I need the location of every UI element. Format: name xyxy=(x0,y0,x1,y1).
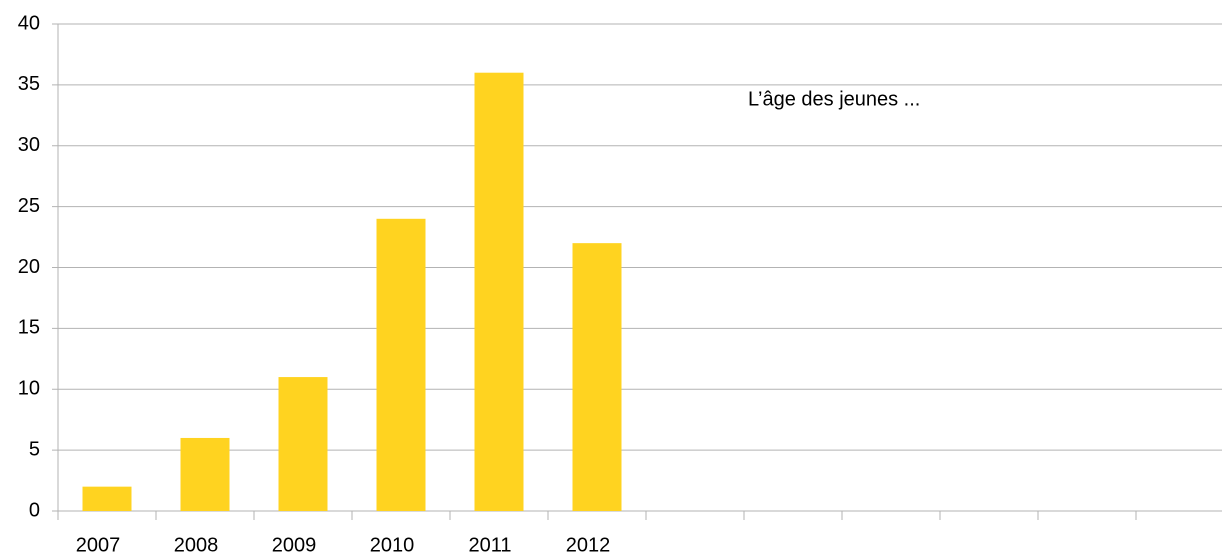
y-tick-label: 30 xyxy=(18,134,40,156)
y-tick-label: 25 xyxy=(18,195,40,217)
x-tick-label: 2007 xyxy=(76,534,121,556)
y-tick-label: 15 xyxy=(18,317,40,339)
x-tick-label: 2008 xyxy=(174,534,219,556)
bar xyxy=(278,377,328,511)
y-tick-label: 35 xyxy=(18,73,40,95)
y-tick-label: 5 xyxy=(29,438,40,460)
bar xyxy=(82,486,132,511)
x-tick-label: 2012 xyxy=(566,534,611,556)
bar xyxy=(376,218,426,512)
bar xyxy=(180,437,230,511)
bar xyxy=(572,243,622,511)
y-tick-label: 10 xyxy=(18,378,40,400)
y-tick-label: 20 xyxy=(18,256,40,278)
bar xyxy=(474,72,524,511)
x-tick-label: 2011 xyxy=(468,534,511,556)
y-tick-label: 0 xyxy=(29,499,40,521)
x-tick-label: 2010 xyxy=(370,534,415,556)
x-tick-label: 2009 xyxy=(272,534,317,556)
y-tick-label: 40 xyxy=(18,12,40,34)
annotation: L’âge des jeunes ... xyxy=(748,88,920,110)
